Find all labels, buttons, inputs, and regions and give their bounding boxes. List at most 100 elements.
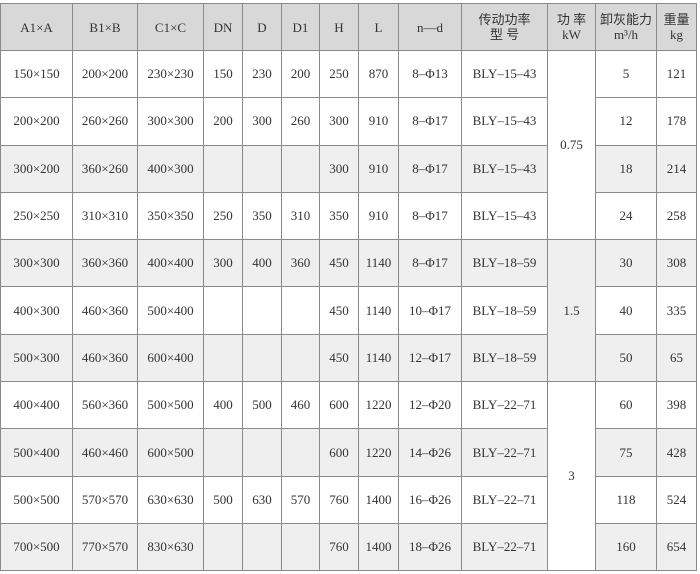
cell-d: 400	[242, 239, 282, 288]
cell-a: 250×250	[0, 191, 73, 241]
cell-b: 260×260	[72, 97, 138, 146]
column-header: H	[319, 3, 359, 51]
cell-nd: 18–Φ26	[398, 522, 462, 572]
cell-weight: 258	[656, 191, 697, 241]
table-row: 200×200 260×260 300×300 200 300 260 300 910 8–Φ1…	[0, 97, 697, 146]
cell-l: 910	[358, 191, 399, 241]
column-header: B1×B	[72, 3, 138, 51]
cell-c: 600×500	[137, 428, 204, 477]
column-header: C1×C	[137, 3, 204, 51]
cell-d	[242, 286, 282, 335]
cell-c: 350×350	[137, 191, 204, 241]
cell-nd: 14–Φ26	[398, 428, 462, 477]
cell-d: 500	[242, 381, 282, 430]
cell-a: 300×300	[0, 239, 73, 288]
cell-weight: 428	[656, 428, 697, 477]
cell-l: 910	[358, 144, 399, 193]
cell-a: 700×500	[0, 522, 73, 572]
cell-model: BLY–15–43	[461, 97, 548, 146]
cell-weight: 524	[656, 475, 697, 524]
cell-b: 310×310	[72, 191, 138, 241]
cell-nd: 8–Φ17	[398, 144, 462, 193]
cell-d1	[281, 522, 320, 572]
cell-dn: 400	[203, 381, 243, 430]
cell-dn	[203, 522, 243, 572]
cell-d1	[281, 333, 320, 383]
table-row: 300×200 360×260 400×300 300 910 8–Φ17 BLY–15–4…	[0, 144, 697, 193]
cell-model: BLY–22–71	[461, 381, 548, 430]
cell-b: 460×360	[72, 333, 138, 383]
cell-model: BLY–15–43	[461, 144, 548, 193]
cell-nd: 12–Φ17	[398, 333, 462, 383]
cell-power: 1.5	[547, 239, 596, 383]
column-header: 功 率 kW	[547, 3, 596, 51]
cell-c: 500×500	[137, 381, 204, 430]
cell-h: 450	[319, 286, 359, 335]
column-header: DN	[203, 3, 243, 51]
cell-weight: 121	[656, 49, 697, 99]
cell-d: 350	[242, 191, 282, 241]
cell-c: 230×230	[137, 49, 204, 99]
cell-d1	[281, 144, 320, 193]
cell-a: 500×300	[0, 333, 73, 383]
cell-nd: 8–Φ17	[398, 97, 462, 146]
cell-h: 350	[319, 191, 359, 241]
cell-l: 1400	[358, 475, 399, 524]
cell-power: 0.75	[547, 49, 596, 241]
cell-nd: 8–Φ17	[398, 239, 462, 288]
cell-a: 200×200	[0, 97, 73, 146]
column-header: A1×A	[0, 3, 73, 51]
cell-h: 300	[319, 144, 359, 193]
cell-c: 630×630	[137, 475, 204, 524]
cell-dn: 250	[203, 191, 243, 241]
cell-model: BLY–22–71	[461, 475, 548, 524]
cell-c: 600×400	[137, 333, 204, 383]
cell-capacity: 18	[595, 144, 657, 193]
cell-d: 630	[242, 475, 282, 524]
column-header: D1	[281, 3, 320, 51]
cell-d1: 570	[281, 475, 320, 524]
column-header: L	[358, 3, 399, 51]
cell-capacity: 50	[595, 333, 657, 383]
cell-model: BLY–18–59	[461, 239, 548, 288]
table-row: 150×150 200×200 230×230 150 230 200 250 870 8–Φ1…	[0, 49, 697, 241]
cell-l: 1400	[358, 522, 399, 572]
cell-c: 400×400	[137, 239, 204, 288]
column-header: 卸灰能力 m³/h	[595, 3, 657, 51]
cell-nd: 8–Φ13	[398, 49, 462, 99]
cell-d1: 260	[281, 97, 320, 146]
cell-h: 250	[319, 49, 359, 99]
column-header: n—d	[398, 3, 462, 51]
cell-capacity: 12	[595, 97, 657, 146]
cell-capacity: 40	[595, 286, 657, 335]
cell-capacity: 160	[595, 522, 657, 572]
cell-dn: 150	[203, 49, 243, 99]
cell-dn: 200	[203, 97, 243, 146]
cell-model: BLY–18–59	[461, 333, 548, 383]
column-header: D	[242, 3, 282, 51]
cell-b: 460×460	[72, 428, 138, 477]
cell-dn	[203, 286, 243, 335]
cell-d	[242, 333, 282, 383]
cell-d	[242, 522, 282, 572]
cell-weight: 308	[656, 239, 697, 288]
cell-d1	[281, 286, 320, 335]
cell-d: 300	[242, 97, 282, 146]
cell-d1: 460	[281, 381, 320, 430]
cell-dn	[203, 144, 243, 193]
cell-a: 500×400	[0, 428, 73, 477]
cell-model: BLY–15–43	[461, 49, 548, 99]
cell-h: 300	[319, 97, 359, 146]
cell-a: 500×500	[0, 475, 73, 524]
cell-capacity: 60	[595, 381, 657, 430]
cell-d: 230	[242, 49, 282, 99]
cell-model: BLY–22–71	[461, 522, 548, 572]
table-row: 400×400 560×360 500×500 400 500 460 600 1220 12–…	[0, 381, 697, 572]
cell-d1: 200	[281, 49, 320, 99]
table-row: 500×400 460×460 600×500 600 1220 14–Φ26 BLY–22…	[0, 428, 697, 477]
cell-capacity: 24	[595, 191, 657, 241]
cell-a: 400×400	[0, 381, 73, 430]
cell-l: 1220	[358, 381, 399, 430]
